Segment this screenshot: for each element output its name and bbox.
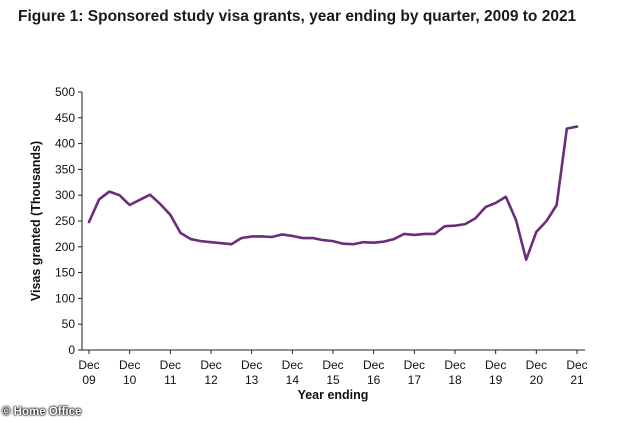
line-chart: 050100150200250300350400450500 Dec09Dec1… <box>0 0 626 422</box>
x-axis: Dec09Dec10Dec11Dec12Dec13Dec14Dec15Dec16… <box>78 350 587 387</box>
x-tick-label-year: 13 <box>245 373 259 387</box>
x-tick-label-year: 09 <box>82 373 96 387</box>
x-tick-label-year: 19 <box>489 373 503 387</box>
y-tick-label: 0 <box>68 343 75 357</box>
y-tick-label: 300 <box>55 188 75 202</box>
series-group <box>89 127 577 260</box>
x-tick-label-month: Dec <box>282 358 303 372</box>
image-credit: © Home Office <box>2 406 81 418</box>
x-tick-label-year: 21 <box>570 373 584 387</box>
y-tick-label: 200 <box>55 240 75 254</box>
x-tick-label-year: 15 <box>326 373 340 387</box>
x-tick-label-month: Dec <box>322 358 343 372</box>
x-tick-label-month: Dec <box>363 358 384 372</box>
x-tick-label-month: Dec <box>444 358 465 372</box>
x-tick-label-month: Dec <box>404 358 425 372</box>
x-tick-label-month: Dec <box>119 358 140 372</box>
y-tick-label: 150 <box>55 266 75 280</box>
x-tick-label-month: Dec <box>200 358 221 372</box>
x-axis-title: Year ending <box>298 388 369 402</box>
x-tick-label-year: 14 <box>286 373 300 387</box>
x-tick-label-year: 16 <box>367 373 381 387</box>
x-tick-label-year: 18 <box>448 373 462 387</box>
x-tick-label-month: Dec <box>485 358 506 372</box>
x-tick-label-year: 11 <box>164 373 177 387</box>
x-tick-label-year: 10 <box>123 373 137 387</box>
x-tick-label-month: Dec <box>566 358 587 372</box>
x-tick-label-month: Dec <box>160 358 181 372</box>
x-tick-label-month: Dec <box>241 358 262 372</box>
y-axis-title: Visas granted (Thousands) <box>29 141 43 301</box>
series-line <box>89 127 577 260</box>
y-tick-label: 400 <box>55 137 75 151</box>
y-tick-label: 350 <box>55 162 75 176</box>
y-tick-label: 50 <box>62 317 76 331</box>
y-tick-label: 450 <box>55 111 75 125</box>
x-tick-label-year: 17 <box>408 373 422 387</box>
x-tick-label-year: 12 <box>204 373 218 387</box>
y-tick-label: 250 <box>55 214 75 228</box>
y-tick-label: 100 <box>55 291 75 305</box>
x-tick-label-month: Dec <box>526 358 547 372</box>
x-tick-label-year: 20 <box>530 373 544 387</box>
x-tick-label-month: Dec <box>78 358 99 372</box>
y-axis: 0 50 100 150 200 250 300 350 400 450 500 <box>55 85 82 357</box>
y-tick-label: 500 <box>55 85 75 99</box>
